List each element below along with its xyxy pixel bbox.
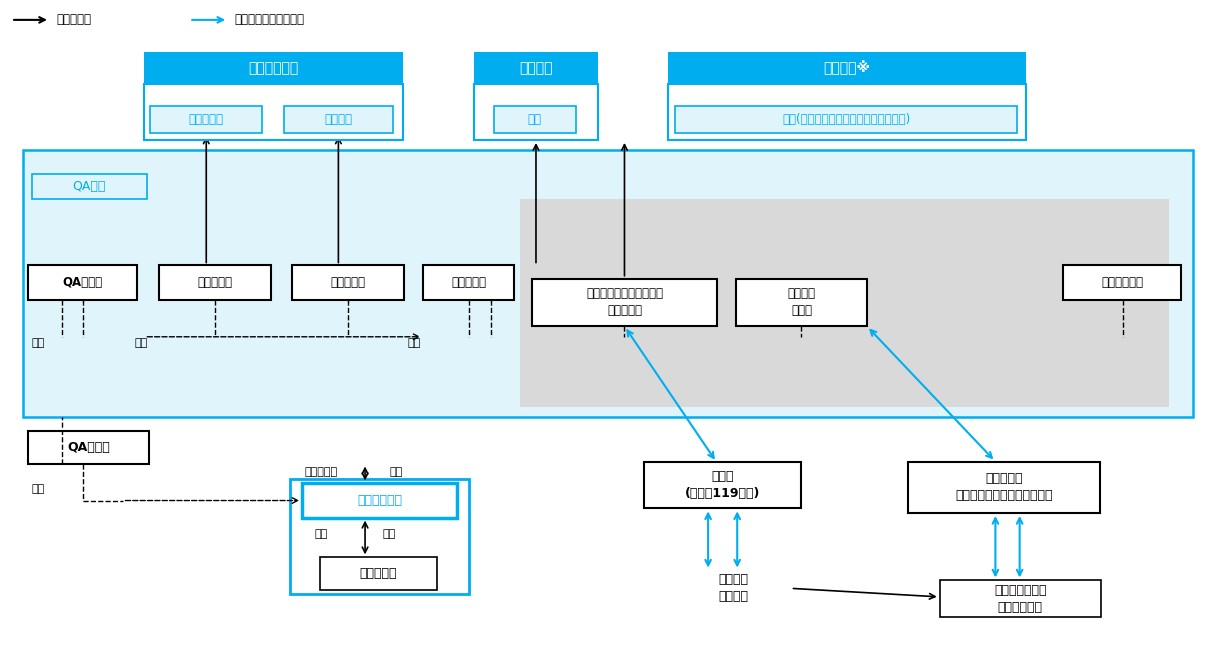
Bar [145, 52, 402, 84]
Text: 医師、薬剤師、
卸企業、患者: 医師、薬剤師、 卸企業、患者 [994, 583, 1046, 613]
Text: 市販後調査部: 市販後調査部 [1101, 276, 1143, 289]
Text: 販売(安全関連情報の収集・調査・措置): 販売(安全関連情報の収集・調査・措置) [782, 113, 910, 126]
Text: 管理: 管理 [315, 529, 327, 539]
Text: 生産本部: 生産本部 [519, 61, 553, 75]
Bar [668, 52, 1025, 84]
Bar [23, 150, 1193, 417]
Bar [474, 84, 598, 140]
Bar [532, 278, 717, 326]
Text: QA本部: QA本部 [73, 180, 106, 194]
Bar [32, 174, 147, 200]
Text: 薬事部
(お客様119番室): 薬事部 (お客様119番室) [685, 470, 761, 501]
Text: 連携: 連携 [407, 337, 420, 347]
Text: お問い合わせ・要望等: お問い合わせ・要望等 [234, 13, 304, 27]
Text: 調整: 調整 [32, 483, 45, 494]
Bar [1063, 265, 1181, 300]
Text: 連携: 連携 [32, 337, 45, 347]
Bar [939, 580, 1101, 617]
Bar [474, 52, 598, 84]
Text: 品質保証部: 品質保証部 [451, 276, 486, 289]
Text: 治験監査室: 治験監査室 [330, 276, 366, 289]
Text: 医薬安全
管理部: 医薬安全 管理部 [787, 288, 815, 318]
Bar [736, 278, 868, 326]
Text: 報告: 報告 [389, 467, 402, 477]
Text: 報告: 報告 [382, 529, 395, 539]
Bar [159, 265, 271, 300]
Bar [28, 265, 137, 300]
Text: メディカル
インフォメーションセンター: メディカル インフォメーションセンター [955, 472, 1052, 503]
Bar [284, 105, 392, 133]
Bar [668, 84, 1025, 140]
Text: 試験保証室: 試験保証室 [197, 276, 232, 289]
Bar [293, 265, 403, 300]
Text: QA推進室: QA推進室 [62, 276, 103, 289]
Bar [321, 558, 436, 590]
Bar [290, 479, 469, 594]
Text: セルフメディケーション
安全管理部: セルフメディケーション 安全管理部 [586, 288, 663, 318]
Bar [28, 430, 149, 463]
Bar [644, 462, 802, 509]
Text: 情報の流れ: 情報の流れ [56, 13, 91, 27]
Bar [151, 105, 262, 133]
Bar [493, 105, 576, 133]
Text: 製造: 製造 [527, 113, 542, 126]
Text: 営業本部※: 営業本部※ [824, 61, 870, 76]
Text: 非臨床試験: 非臨床試験 [188, 113, 224, 126]
Bar [908, 461, 1100, 513]
Text: 確認・指示: 確認・指示 [305, 467, 338, 477]
Text: QA統括室: QA統括室 [67, 440, 111, 453]
Text: 生活者、
薬剤師等: 生活者、 薬剤師等 [718, 573, 748, 603]
Text: 海外事業本部: 海外事業本部 [357, 494, 402, 507]
Bar [145, 84, 402, 140]
Text: 臨床試験: 臨床試験 [324, 113, 352, 126]
Text: 研究開発本部: 研究開発本部 [248, 61, 299, 75]
Bar [303, 483, 457, 518]
Bar [676, 105, 1017, 133]
Bar [423, 265, 514, 300]
Bar [520, 200, 1169, 408]
Text: 調整: 調整 [135, 337, 148, 347]
Text: 海外子会社: 海外子会社 [360, 568, 397, 580]
